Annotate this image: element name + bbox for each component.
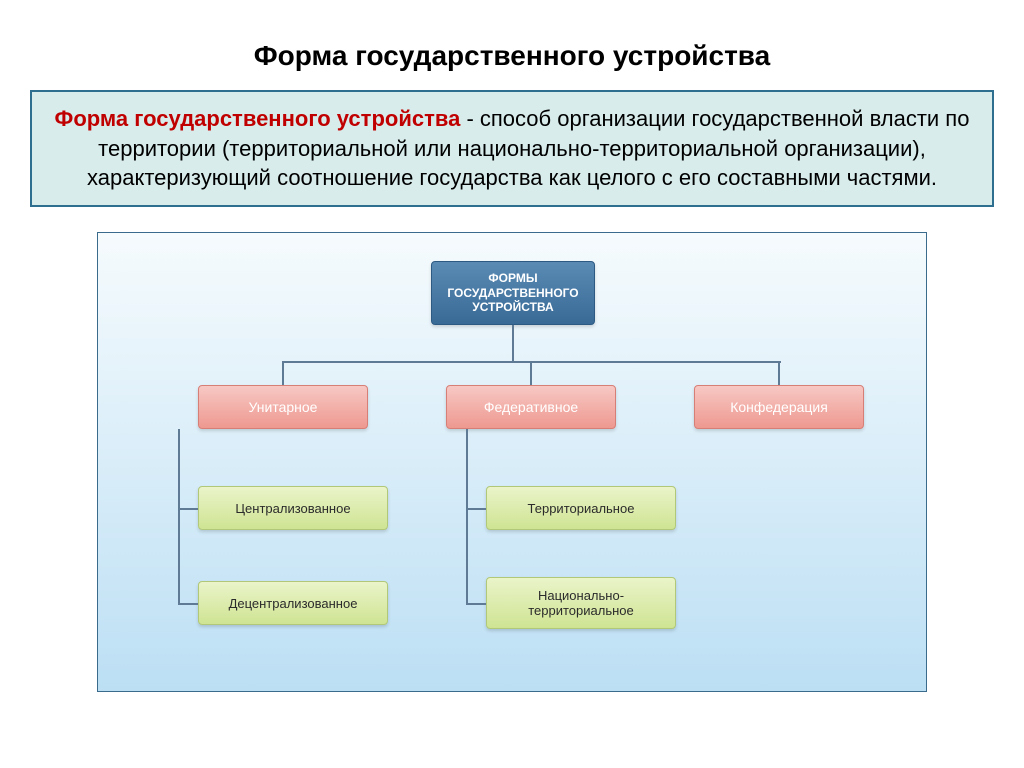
node-n3: Конфедерация — [694, 385, 864, 429]
connector — [530, 361, 532, 385]
node-n2b: Национально-территориальное — [486, 577, 676, 629]
connector — [178, 508, 198, 510]
connector — [283, 361, 781, 363]
node-n1b: Децентрализованное — [198, 581, 388, 625]
org-chart: ФОРМЫ ГОСУДАРСТВЕННОГО УСТРОЙСТВА Унитарн… — [97, 232, 927, 692]
connector — [512, 325, 514, 361]
connector — [778, 361, 780, 385]
connector — [466, 508, 486, 510]
node-n1a: Централизованное — [198, 486, 388, 530]
page-title: Форма государственного устройства — [30, 40, 994, 72]
connector — [466, 603, 486, 605]
definition-term: Форма государственного устройства — [55, 106, 461, 131]
node-n2a: Территориальное — [486, 486, 676, 530]
definition-box: Форма государственного устройства - спос… — [30, 90, 994, 207]
connector — [466, 429, 468, 605]
node-n2: Федеративное — [446, 385, 616, 429]
slide: Форма государственного устройства Форма … — [0, 0, 1024, 768]
connector — [178, 603, 198, 605]
connector — [178, 429, 180, 605]
node-root: ФОРМЫ ГОСУДАРСТВЕННОГО УСТРОЙСТВА — [431, 261, 595, 325]
connector — [282, 361, 284, 385]
node-n1: Унитарное — [198, 385, 368, 429]
